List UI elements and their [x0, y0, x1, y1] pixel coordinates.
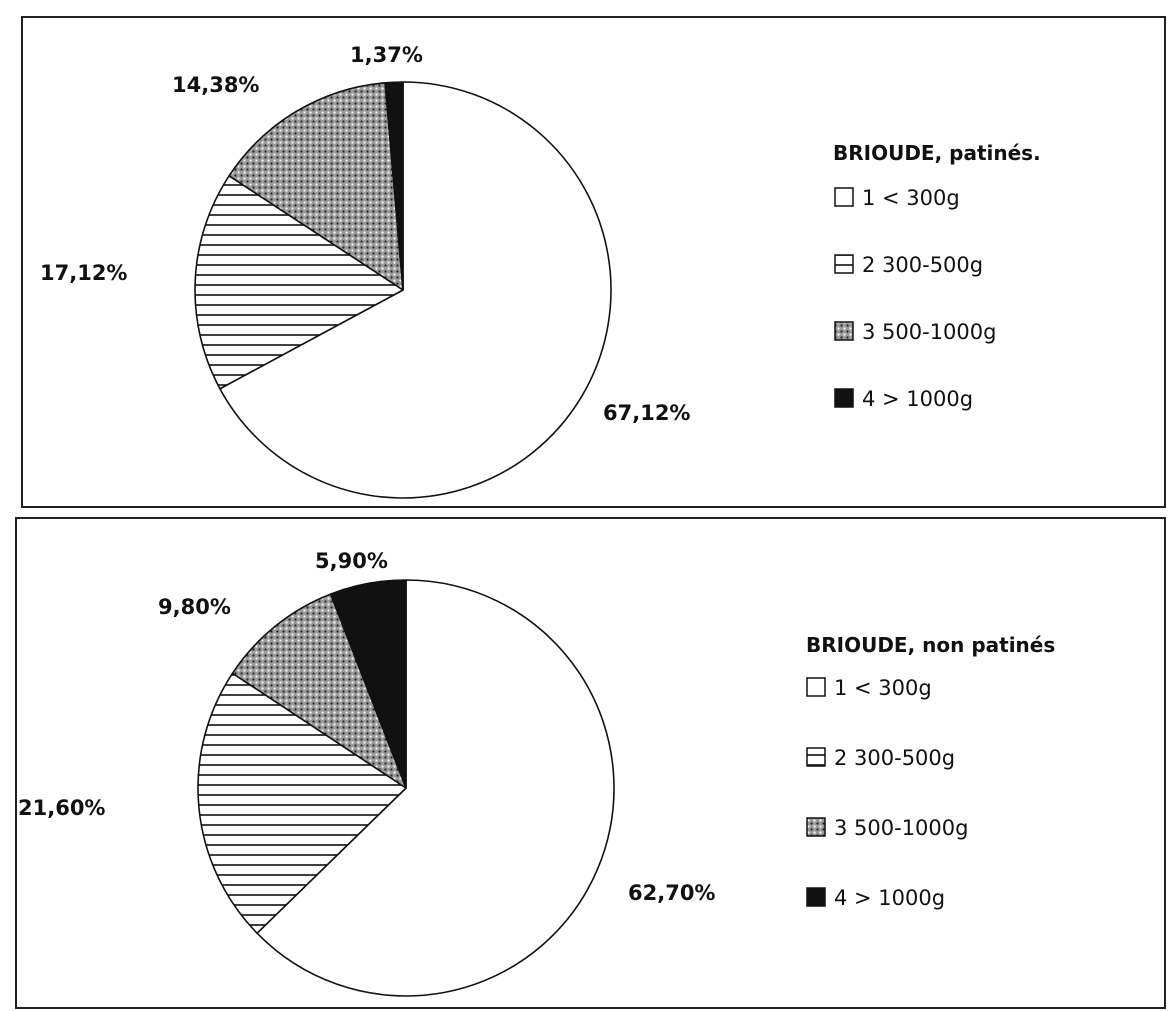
pie-slice-4 — [329, 579, 407, 789]
panel-frame — [21, 16, 1166, 508]
slice-label-3: 9,80% — [158, 595, 231, 619]
pie-slice-3 — [231, 593, 407, 789]
legend-label-1: 1 < 300g — [834, 676, 932, 700]
slice-label-2: 17,12% — [40, 261, 127, 285]
legend-swatch-4 — [806, 887, 826, 907]
slice-label-1: 62,70% — [628, 881, 715, 905]
slice-label-2: 21,60% — [18, 796, 105, 820]
slice-label-1: 67,12% — [603, 401, 690, 425]
panel-frame — [15, 517, 1166, 1009]
legend-swatch-2 — [834, 254, 854, 274]
pie-slices — [197, 579, 615, 997]
pie-slices — [194, 81, 612, 499]
pie-slice-4 — [384, 81, 404, 291]
legend-label-1: 1 < 300g — [862, 186, 960, 210]
legend-label-3: 3 500-1000g — [834, 816, 968, 840]
chart-panel-non-patines: 62,70% 21,60% 9,80% 5,90% BRIOUDE, non p… — [15, 517, 1166, 1009]
slice-label-3: 14,38% — [172, 73, 259, 97]
legend-label-2: 2 300-500g — [834, 746, 955, 770]
legend-swatch-1 — [806, 677, 826, 697]
legend-swatch-3 — [806, 817, 826, 837]
legend: 1 < 300g 2 300-500g 3 500-1000g 4 > 1000… — [806, 676, 968, 910]
legend-swatch-1 — [834, 187, 854, 207]
chart-panel-patines: 67,12% 17,12% 14,38% 1,37% BRIOUDE, pati… — [21, 16, 1166, 508]
slice-label-4: 5,90% — [315, 549, 388, 573]
legend-swatch-3 — [834, 321, 854, 341]
legend-label-4: 4 > 1000g — [834, 886, 945, 910]
legend-label-2: 2 300-500g — [862, 253, 983, 277]
chart-title: BRIOUDE, non patinés — [806, 633, 1055, 657]
legend-label-4: 4 > 1000g — [862, 387, 973, 411]
pie-slice-1 — [219, 81, 612, 499]
legend-swatch-4 — [834, 388, 854, 408]
chart-title: BRIOUDE, patinés. — [833, 141, 1041, 165]
pie-slice-2 — [194, 175, 404, 390]
pie-slice-1 — [256, 579, 615, 997]
legend-label-3: 3 500-1000g — [862, 320, 996, 344]
pie-slice-3 — [228, 81, 404, 291]
slice-label-4: 1,37% — [350, 43, 423, 67]
legend-swatch-2 — [806, 747, 826, 767]
legend: 1 < 300g 2 300-500g 3 500-1000g 4 > 1000… — [834, 186, 996, 411]
pie-slice-2 — [197, 672, 407, 935]
